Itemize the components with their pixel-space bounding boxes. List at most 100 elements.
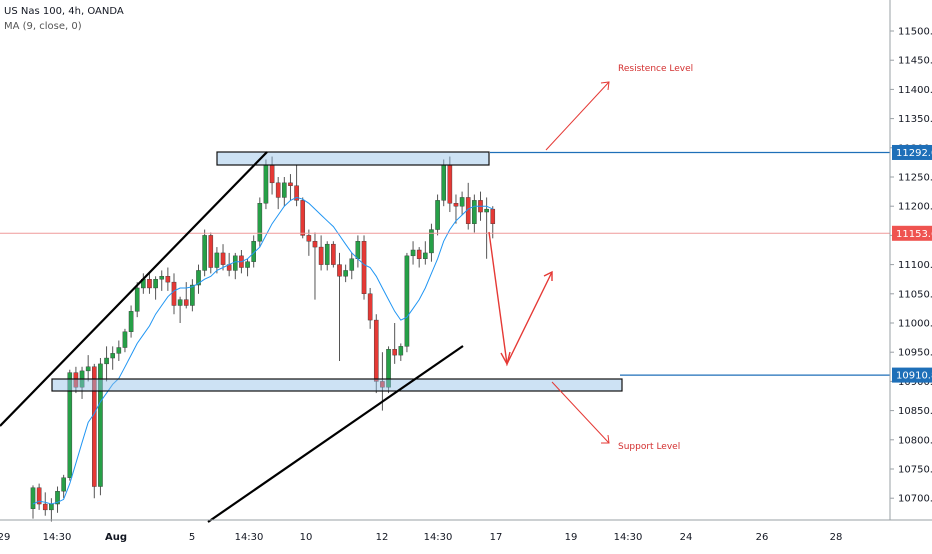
candle [61,477,66,492]
price-badge [892,367,932,383]
candle [423,252,428,259]
moving-average [32,196,494,505]
chart-title: US Nas 100, 4h, OANDA [4,6,124,17]
price-badge [892,144,932,160]
candle [447,165,453,204]
candle [294,185,299,201]
candle [220,252,226,265]
candle [331,243,336,265]
y-tick-label: 11050.0 [898,289,932,300]
candle [490,208,496,224]
support-pointer [551,381,610,444]
candle [275,182,281,198]
y-tick-label: 10850.0 [898,406,932,417]
candle [300,200,306,236]
candle [343,270,348,277]
candle [306,235,312,242]
candle [416,249,422,259]
arrowhead-down-icon [500,351,511,366]
price-badge-label: 11153.6 [896,229,932,240]
candle [349,258,355,271]
candle [398,346,404,356]
x-tick-label: Aug [105,532,127,543]
x-tick-label: 14:30 [43,532,72,543]
candle [441,165,447,201]
support-zone[interactable] [51,378,623,392]
candle [288,182,293,186]
resistance-zone[interactable] [216,151,490,166]
candle [49,503,54,511]
candle [98,363,103,487]
x-tick-label: 12 [376,532,389,543]
candle [208,235,214,268]
y-tick-label: 10950.0 [898,348,932,359]
candles [30,156,496,522]
candle [232,255,238,271]
drawings: Resistence Level Support Level [0,64,890,523]
candle [355,241,361,259]
candle [202,235,207,271]
candle [312,241,318,248]
y-tick-label: 11100.0 [898,260,932,271]
support-label: Support Level [618,442,680,452]
y-tick-label: 10700.0 [898,494,932,505]
candle [429,229,434,254]
candle [153,279,158,289]
candle [263,165,269,204]
candle [55,490,60,505]
chart-legend: US Nas 100, 4h, OANDA MA (9, close, 0) [4,4,124,34]
candle [42,503,48,511]
candle [85,366,91,372]
resistance-label: Resistence Level [618,64,693,74]
resistance-pointer [545,81,610,151]
candle [159,276,165,280]
candle [392,349,397,356]
candle [459,197,465,207]
lower-trendline[interactable] [207,345,464,523]
x-tick-label: 14:30 [424,532,453,543]
candle [67,372,73,478]
x-tick-label: 14:30 [235,532,264,543]
candle [245,261,250,268]
y-tick-label: 11200.0 [898,202,932,213]
candle [30,487,36,509]
candle [324,243,330,265]
candle [410,249,416,257]
x-tick-label: 19 [565,532,578,543]
candle [373,319,379,382]
candle [453,203,459,207]
resistance-pointer-head-icon [600,81,610,91]
candle [404,255,410,347]
candle [91,366,97,487]
upper-trendline[interactable] [0,151,268,427]
y-tick-label: 11350.0 [898,114,932,125]
candle [73,372,79,388]
candle [269,165,275,184]
candle [116,347,122,354]
candle [122,331,128,348]
projection-path[interactable] [488,231,553,367]
candle [367,293,373,321]
candle [196,270,201,286]
candle [36,487,42,505]
y-tick-label: 10800.0 [898,435,932,446]
candle [171,281,177,306]
candle [147,279,152,289]
candle [386,349,391,388]
candle [484,208,489,213]
candle [128,311,134,332]
candle [177,299,183,306]
candle [190,284,195,306]
y-tick-label: 11000.0 [898,319,932,330]
x-tick-label: 17 [490,532,503,543]
candle [472,200,477,224]
x-tick-label: 14:30 [614,532,643,543]
x-tick-label: 10 [300,532,313,543]
x-tick-label: 29 [0,532,10,543]
x-tick-label: 24 [680,532,693,543]
candle [380,381,385,388]
indicator-label: MA (9, close, 0) [4,21,82,32]
y-tick-label: 11400.0 [898,85,932,96]
